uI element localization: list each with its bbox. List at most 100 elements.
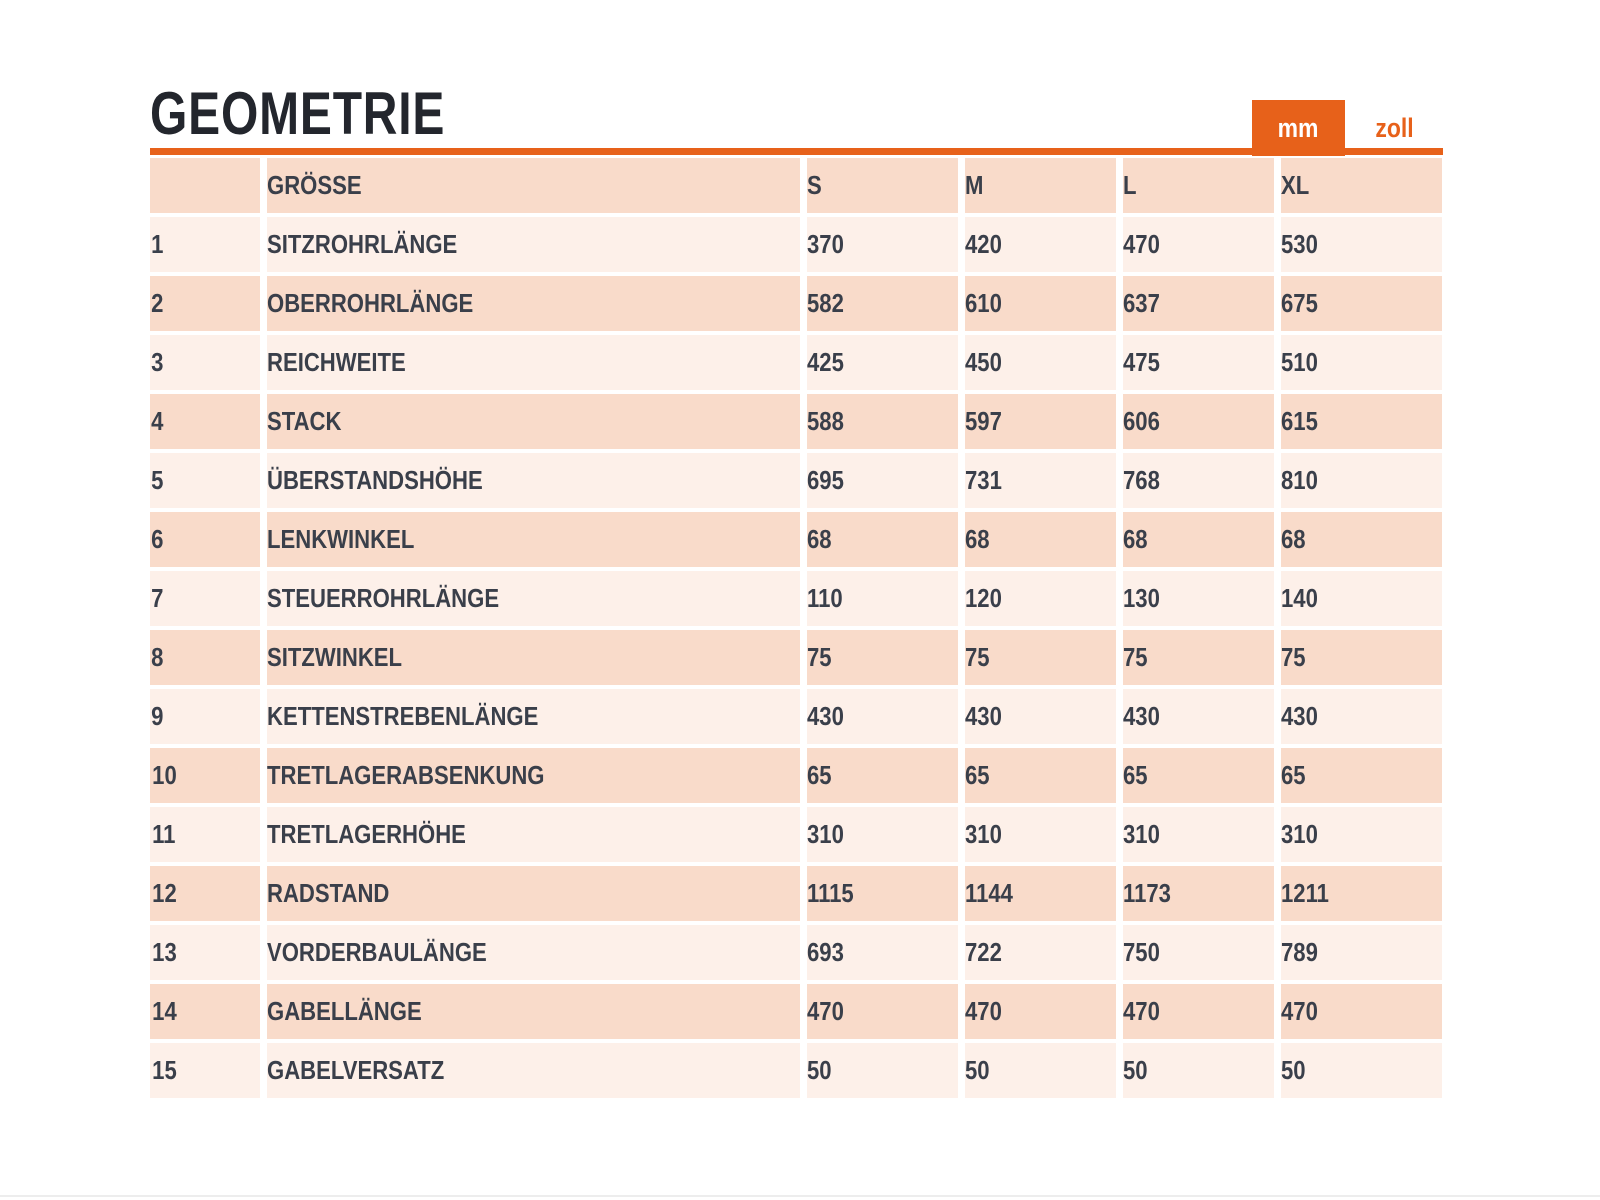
accent-divider xyxy=(150,148,1443,155)
value-cell: 68 xyxy=(965,512,1116,567)
tab-unit-mm-label: mm xyxy=(1278,112,1319,143)
table-row: 9 KETTENSTREBENLÄNGE 430 430 430 430 xyxy=(150,689,1442,744)
value-cell: 310 xyxy=(1123,807,1274,862)
value-cell: 430 xyxy=(965,689,1116,744)
column-header-size-l: L xyxy=(1123,158,1274,213)
table-row: 2 OBERROHRLÄNGE 582 610 637 675 xyxy=(150,276,1442,331)
row-number: 6 xyxy=(150,512,260,567)
value-cell: 597 xyxy=(965,394,1116,449)
value-cell: 731 xyxy=(965,453,1116,508)
row-number: 10 xyxy=(150,748,260,803)
value-cell: 693 xyxy=(807,925,958,980)
table-row: 14 GABELLÄNGE 470 470 470 470 xyxy=(150,984,1442,1039)
row-number: 7 xyxy=(150,571,260,626)
value-cell: 430 xyxy=(1123,689,1274,744)
value-cell: 1115 xyxy=(807,866,958,921)
value-cell: 370 xyxy=(807,217,958,272)
table-row: 3 REICHWEITE 425 450 475 510 xyxy=(150,335,1442,390)
tab-unit-mm[interactable]: mm xyxy=(1252,100,1345,156)
value-cell: 510 xyxy=(1281,335,1442,390)
value-cell: 606 xyxy=(1123,394,1274,449)
value-cell: 50 xyxy=(1281,1043,1442,1098)
header-row: GRÖSSE S M L XL xyxy=(150,158,1442,213)
column-header-size-xl: XL xyxy=(1281,158,1442,213)
value-cell: 722 xyxy=(965,925,1116,980)
row-label: STEUERROHRLÄNGE xyxy=(267,571,800,626)
row-number: 3 xyxy=(150,335,260,390)
table-row: 11 TRETLAGERHÖHE 310 310 310 310 xyxy=(150,807,1442,862)
table-row: 8 SITZWINKEL 75 75 75 75 xyxy=(150,630,1442,685)
tab-unit-zoll-label: zoll xyxy=(1374,112,1414,143)
geometry-table: GRÖSSE S M L XL 1 SITZROHRLÄNGE 3 xyxy=(143,154,1449,1102)
row-number: 11 xyxy=(150,807,260,862)
value-cell: 120 xyxy=(965,571,1116,626)
row-number: 4 xyxy=(150,394,260,449)
value-cell: 750 xyxy=(1123,925,1274,980)
row-number: 13 xyxy=(150,925,260,980)
value-cell: 430 xyxy=(1281,689,1442,744)
value-cell: 470 xyxy=(965,984,1116,1039)
value-cell: 470 xyxy=(1123,984,1274,1039)
value-cell: 470 xyxy=(807,984,958,1039)
value-cell: 68 xyxy=(1123,512,1274,567)
value-cell: 430 xyxy=(807,689,958,744)
column-header-groesse: GRÖSSE xyxy=(267,158,800,213)
value-cell: 140 xyxy=(1281,571,1442,626)
table-row: 15 GABELVERSATZ 50 50 50 50 xyxy=(150,1043,1442,1098)
value-cell: 75 xyxy=(807,630,958,685)
value-cell: 637 xyxy=(1123,276,1274,331)
page-bottom-border xyxy=(0,1195,1600,1197)
column-header-size-s: S xyxy=(807,158,958,213)
row-number: 14 xyxy=(150,984,260,1039)
row-label: SITZWINKEL xyxy=(267,630,800,685)
value-cell: 450 xyxy=(965,335,1116,390)
value-cell: 65 xyxy=(807,748,958,803)
value-cell: 65 xyxy=(1123,748,1274,803)
table-row: 12 RADSTAND 1115 1144 1173 1211 xyxy=(150,866,1442,921)
value-cell: 810 xyxy=(1281,453,1442,508)
row-label: GABELVERSATZ xyxy=(267,1043,800,1098)
tab-unit-zoll[interactable]: zoll xyxy=(1345,100,1443,156)
column-header-size-m: M xyxy=(965,158,1116,213)
value-cell: 675 xyxy=(1281,276,1442,331)
value-cell: 768 xyxy=(1123,453,1274,508)
row-label: RADSTAND xyxy=(267,866,800,921)
row-number: 5 xyxy=(150,453,260,508)
row-number: 12 xyxy=(150,866,260,921)
row-label: REICHWEITE xyxy=(267,335,800,390)
value-cell: 110 xyxy=(807,571,958,626)
table-row: 10 TRETLAGERABSENKUNG 65 65 65 65 xyxy=(150,748,1442,803)
value-cell: 789 xyxy=(1281,925,1442,980)
row-label: ÜBERSTANDSHÖHE xyxy=(267,453,800,508)
row-label: LENKWINKEL xyxy=(267,512,800,567)
value-cell: 1173 xyxy=(1123,866,1274,921)
value-cell: 50 xyxy=(807,1043,958,1098)
row-label: SITZROHRLÄNGE xyxy=(267,217,800,272)
page-title: GEOMETRIE xyxy=(150,80,446,147)
row-label: STACK xyxy=(267,394,800,449)
value-cell: 615 xyxy=(1281,394,1442,449)
row-number: 9 xyxy=(150,689,260,744)
value-cell: 610 xyxy=(965,276,1116,331)
value-cell: 695 xyxy=(807,453,958,508)
value-cell: 65 xyxy=(1281,748,1442,803)
value-cell: 530 xyxy=(1281,217,1442,272)
value-cell: 68 xyxy=(1281,512,1442,567)
table-body: 1 SITZROHRLÄNGE 370 420 470 530 2 OBERROHRLÄNGE… xyxy=(150,217,1442,1098)
value-cell: 50 xyxy=(1123,1043,1274,1098)
value-cell: 75 xyxy=(1281,630,1442,685)
row-number: 15 xyxy=(150,1043,260,1098)
value-cell: 65 xyxy=(965,748,1116,803)
value-cell: 310 xyxy=(965,807,1116,862)
row-number: 2 xyxy=(150,276,260,331)
value-cell: 75 xyxy=(1123,630,1274,685)
table-row: 5 ÜBERSTANDSHÖHE 695 731 768 810 xyxy=(150,453,1442,508)
table-row: 13 VORDERBAULÄNGE 693 722 750 789 xyxy=(150,925,1442,980)
row-label: GABELLÄNGE xyxy=(267,984,800,1039)
row-number: 8 xyxy=(150,630,260,685)
row-number: 1 xyxy=(150,217,260,272)
table-row: 4 STACK 588 597 606 615 xyxy=(150,394,1442,449)
table-row: 7 STEUERROHRLÄNGE 110 120 130 140 xyxy=(150,571,1442,626)
row-label: VORDERBAULÄNGE xyxy=(267,925,800,980)
